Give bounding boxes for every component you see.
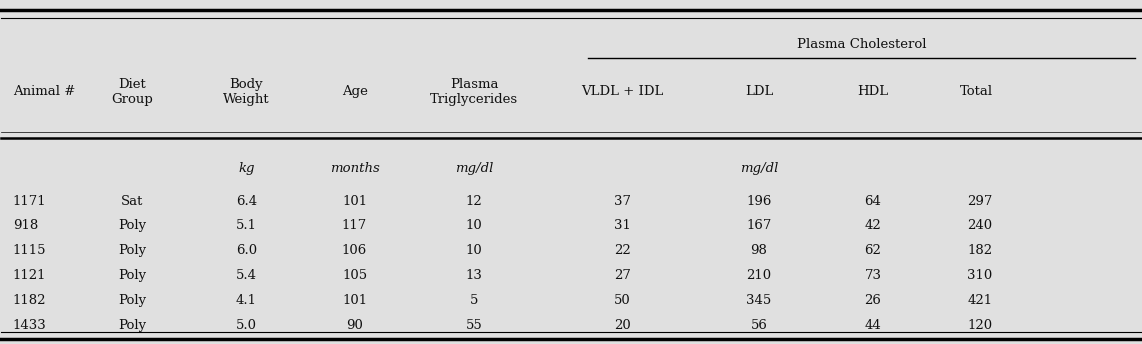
Text: HDL: HDL bbox=[858, 85, 888, 98]
Text: 90: 90 bbox=[346, 319, 363, 332]
Text: 10: 10 bbox=[466, 219, 483, 233]
Text: 310: 310 bbox=[967, 269, 992, 282]
Text: 5.0: 5.0 bbox=[235, 319, 257, 332]
Text: 167: 167 bbox=[746, 219, 772, 233]
Text: 117: 117 bbox=[341, 219, 368, 233]
Text: 44: 44 bbox=[864, 319, 882, 332]
Text: 5.4: 5.4 bbox=[235, 269, 257, 282]
Text: 1115: 1115 bbox=[13, 244, 47, 257]
Text: 240: 240 bbox=[967, 219, 992, 233]
Text: Poly: Poly bbox=[119, 244, 146, 257]
Text: months: months bbox=[330, 162, 379, 175]
Text: Plasma Cholesterol: Plasma Cholesterol bbox=[797, 37, 926, 51]
Text: Poly: Poly bbox=[119, 294, 146, 307]
Text: 196: 196 bbox=[746, 194, 772, 207]
Text: Age: Age bbox=[341, 85, 368, 98]
Text: 42: 42 bbox=[864, 219, 882, 233]
Text: 182: 182 bbox=[967, 244, 992, 257]
Text: 918: 918 bbox=[13, 219, 38, 233]
Text: 27: 27 bbox=[614, 269, 630, 282]
Text: 106: 106 bbox=[341, 244, 368, 257]
Text: 4.1: 4.1 bbox=[235, 294, 257, 307]
Text: Animal #: Animal # bbox=[13, 85, 75, 98]
Text: 1171: 1171 bbox=[13, 194, 47, 207]
Text: 1433: 1433 bbox=[13, 319, 47, 332]
Text: Body
Weight: Body Weight bbox=[223, 78, 270, 106]
Text: 105: 105 bbox=[341, 269, 367, 282]
Text: 101: 101 bbox=[341, 194, 367, 207]
Text: Poly: Poly bbox=[119, 219, 146, 233]
Text: 1121: 1121 bbox=[13, 269, 47, 282]
Text: 73: 73 bbox=[864, 269, 882, 282]
Text: Diet
Group: Diet Group bbox=[112, 78, 153, 106]
Text: LDL: LDL bbox=[745, 85, 773, 98]
Text: VLDL + IDL: VLDL + IDL bbox=[581, 85, 664, 98]
Text: 210: 210 bbox=[747, 269, 772, 282]
Text: 345: 345 bbox=[747, 294, 772, 307]
Text: 64: 64 bbox=[864, 194, 882, 207]
Text: 5.1: 5.1 bbox=[235, 219, 257, 233]
Text: kg: kg bbox=[238, 162, 255, 175]
Text: 26: 26 bbox=[864, 294, 882, 307]
Text: 56: 56 bbox=[750, 319, 767, 332]
Text: Plasma
Triglycerides: Plasma Triglycerides bbox=[431, 78, 518, 106]
Text: 297: 297 bbox=[967, 194, 992, 207]
Text: 421: 421 bbox=[967, 294, 992, 307]
Text: mg/dl: mg/dl bbox=[455, 162, 493, 175]
Text: 20: 20 bbox=[614, 319, 630, 332]
Text: Poly: Poly bbox=[119, 269, 146, 282]
Text: 22: 22 bbox=[614, 244, 630, 257]
Text: 31: 31 bbox=[614, 219, 630, 233]
Text: 120: 120 bbox=[967, 319, 992, 332]
Text: 10: 10 bbox=[466, 244, 483, 257]
Text: 37: 37 bbox=[613, 194, 630, 207]
Text: 6.4: 6.4 bbox=[235, 194, 257, 207]
Text: 13: 13 bbox=[466, 269, 483, 282]
Text: 55: 55 bbox=[466, 319, 483, 332]
Text: 98: 98 bbox=[750, 244, 767, 257]
Text: 12: 12 bbox=[466, 194, 483, 207]
Text: mg/dl: mg/dl bbox=[740, 162, 778, 175]
Text: 101: 101 bbox=[341, 294, 367, 307]
Text: Total: Total bbox=[959, 85, 992, 98]
Text: 5: 5 bbox=[471, 294, 478, 307]
Text: Poly: Poly bbox=[119, 319, 146, 332]
Text: 62: 62 bbox=[864, 244, 882, 257]
Text: 50: 50 bbox=[614, 294, 630, 307]
Text: 1182: 1182 bbox=[13, 294, 47, 307]
Text: Sat: Sat bbox=[121, 194, 144, 207]
Text: 6.0: 6.0 bbox=[235, 244, 257, 257]
